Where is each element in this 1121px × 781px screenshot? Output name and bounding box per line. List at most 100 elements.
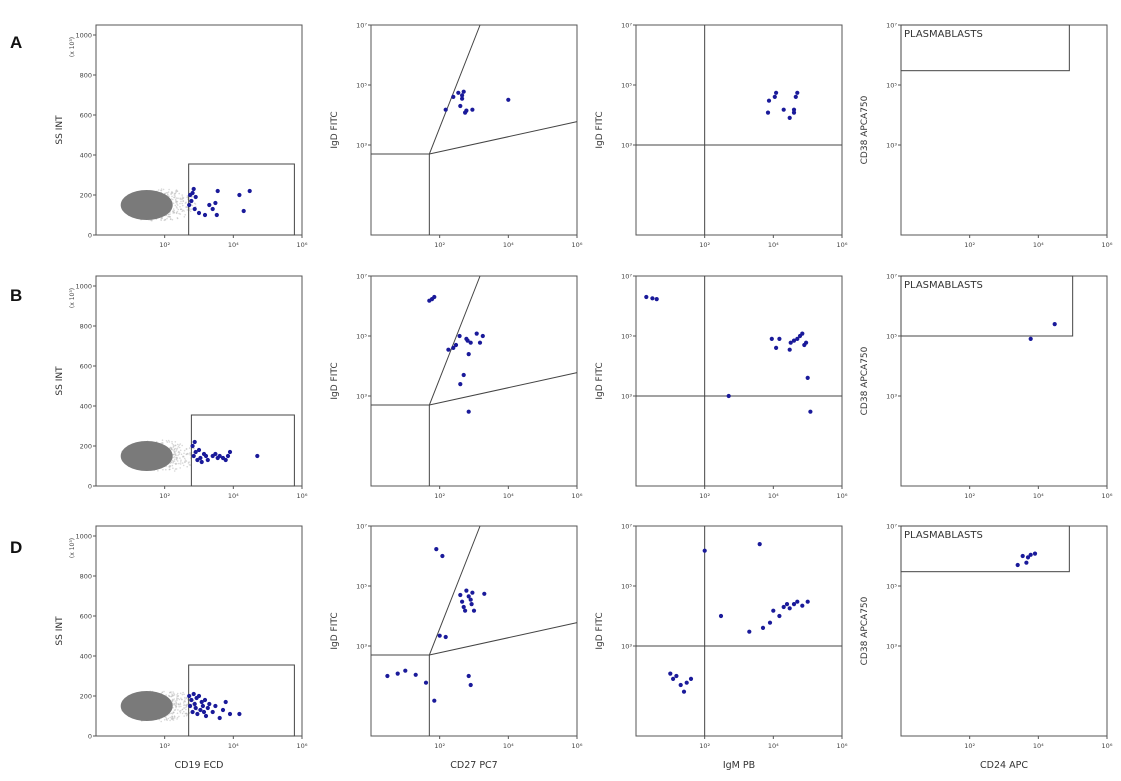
event-point: [187, 693, 192, 699]
x-tick-label: 10⁶: [297, 742, 308, 750]
event-point: [437, 633, 442, 638]
population-event: [173, 450, 176, 453]
population-event: [180, 461, 182, 463]
event-point: [787, 115, 792, 120]
population-event: [177, 709, 179, 711]
population-event: [176, 210, 179, 213]
population-event: [173, 448, 176, 450]
y-axis-label: IgD FITC: [595, 111, 605, 148]
population-event: [184, 214, 186, 216]
population-event: [168, 465, 170, 468]
event-point: [757, 542, 762, 547]
population-event: [179, 208, 182, 211]
population-event: [186, 696, 188, 699]
y-tick-label: 0: [88, 483, 92, 491]
population-event: [175, 703, 178, 705]
population-event: [169, 691, 171, 694]
population-event: [176, 699, 178, 702]
population-event: [189, 454, 192, 456]
event-point: [192, 701, 197, 707]
population-event: [174, 700, 176, 702]
event-point: [247, 188, 252, 194]
event-point: [804, 340, 809, 345]
population-event: [172, 444, 174, 446]
population-event: [186, 206, 189, 209]
population-event: [160, 189, 163, 192]
y-tick-label: 200: [80, 443, 92, 451]
population-event: [180, 705, 182, 708]
x-tick-label: 10⁴: [1033, 742, 1044, 750]
event-point: [791, 110, 797, 115]
x-tick-label: 10²: [964, 492, 975, 500]
event-point: [207, 701, 212, 707]
event-point: [471, 608, 477, 613]
y-tick-label: 10⁵: [356, 82, 367, 90]
population-event: [170, 192, 173, 194]
event-point: [769, 336, 774, 341]
population-event: [163, 219, 166, 222]
population-event: [179, 213, 181, 215]
population-event: [179, 711, 182, 714]
population-event: [167, 191, 170, 193]
x-tick-label: 10²: [964, 742, 975, 750]
population-event: [167, 717, 170, 720]
event-point: [465, 338, 470, 343]
event-point: [443, 634, 448, 640]
population-event: [181, 712, 184, 715]
event-point: [241, 208, 246, 214]
event-point: [188, 703, 193, 709]
event-point: [440, 553, 445, 559]
event-point: [458, 103, 463, 109]
population-event: [181, 210, 183, 213]
event-point: [767, 620, 773, 625]
population-event: [165, 694, 167, 696]
y-tick-label: 10⁷: [621, 273, 632, 281]
population-event: [186, 195, 189, 197]
x-tick-label: 10⁶: [837, 492, 848, 500]
population-event: [190, 208, 192, 210]
population-event: [172, 202, 175, 205]
event-point: [200, 703, 205, 709]
population-event: [179, 457, 181, 459]
population-event: [184, 696, 186, 699]
event-point: [688, 676, 694, 682]
population-event: [164, 219, 167, 221]
event-point: [468, 340, 473, 345]
population-event: [183, 449, 186, 452]
y-tick-label: 10⁷: [621, 22, 632, 30]
x-tick-label: 10⁶: [572, 241, 583, 249]
population-event: [168, 441, 171, 443]
y-axis-unit: (x 10³): [69, 288, 76, 308]
y-tick-label: 10⁵: [356, 583, 367, 591]
population-event: [173, 458, 176, 461]
population-event: [176, 190, 179, 192]
event-point: [464, 108, 469, 113]
x-tick-label: 10²: [434, 742, 445, 750]
event-point: [203, 713, 209, 719]
population-event: [184, 459, 187, 461]
population-event: [179, 449, 182, 452]
y-axis-label: IgD FITC: [330, 111, 340, 148]
plot-a2: 10² 10⁴ 10⁶ 10³ 10⁵ 10⁷ IgD FITC: [330, 22, 583, 250]
event-point: [223, 457, 228, 463]
y-tick-label: 0: [88, 733, 92, 741]
population-event: [171, 695, 173, 697]
population-event: [182, 204, 184, 207]
event-point: [1052, 322, 1057, 327]
x-tick-label: 10⁶: [1102, 241, 1113, 249]
gate-rect: [900, 275, 1074, 337]
population-event: [174, 441, 177, 443]
population-event: [169, 716, 171, 719]
population-event: [174, 198, 177, 201]
population-event: [172, 446, 175, 448]
population-event: [174, 195, 176, 197]
event-point: [199, 459, 204, 465]
population-event: [173, 715, 176, 718]
population-event: [169, 465, 172, 468]
population-event: [169, 468, 171, 471]
y-tick-label: 200: [80, 192, 92, 200]
population-event: [180, 453, 183, 456]
event-point: [190, 443, 195, 449]
population-event: [183, 457, 186, 460]
event-point: [678, 682, 683, 688]
